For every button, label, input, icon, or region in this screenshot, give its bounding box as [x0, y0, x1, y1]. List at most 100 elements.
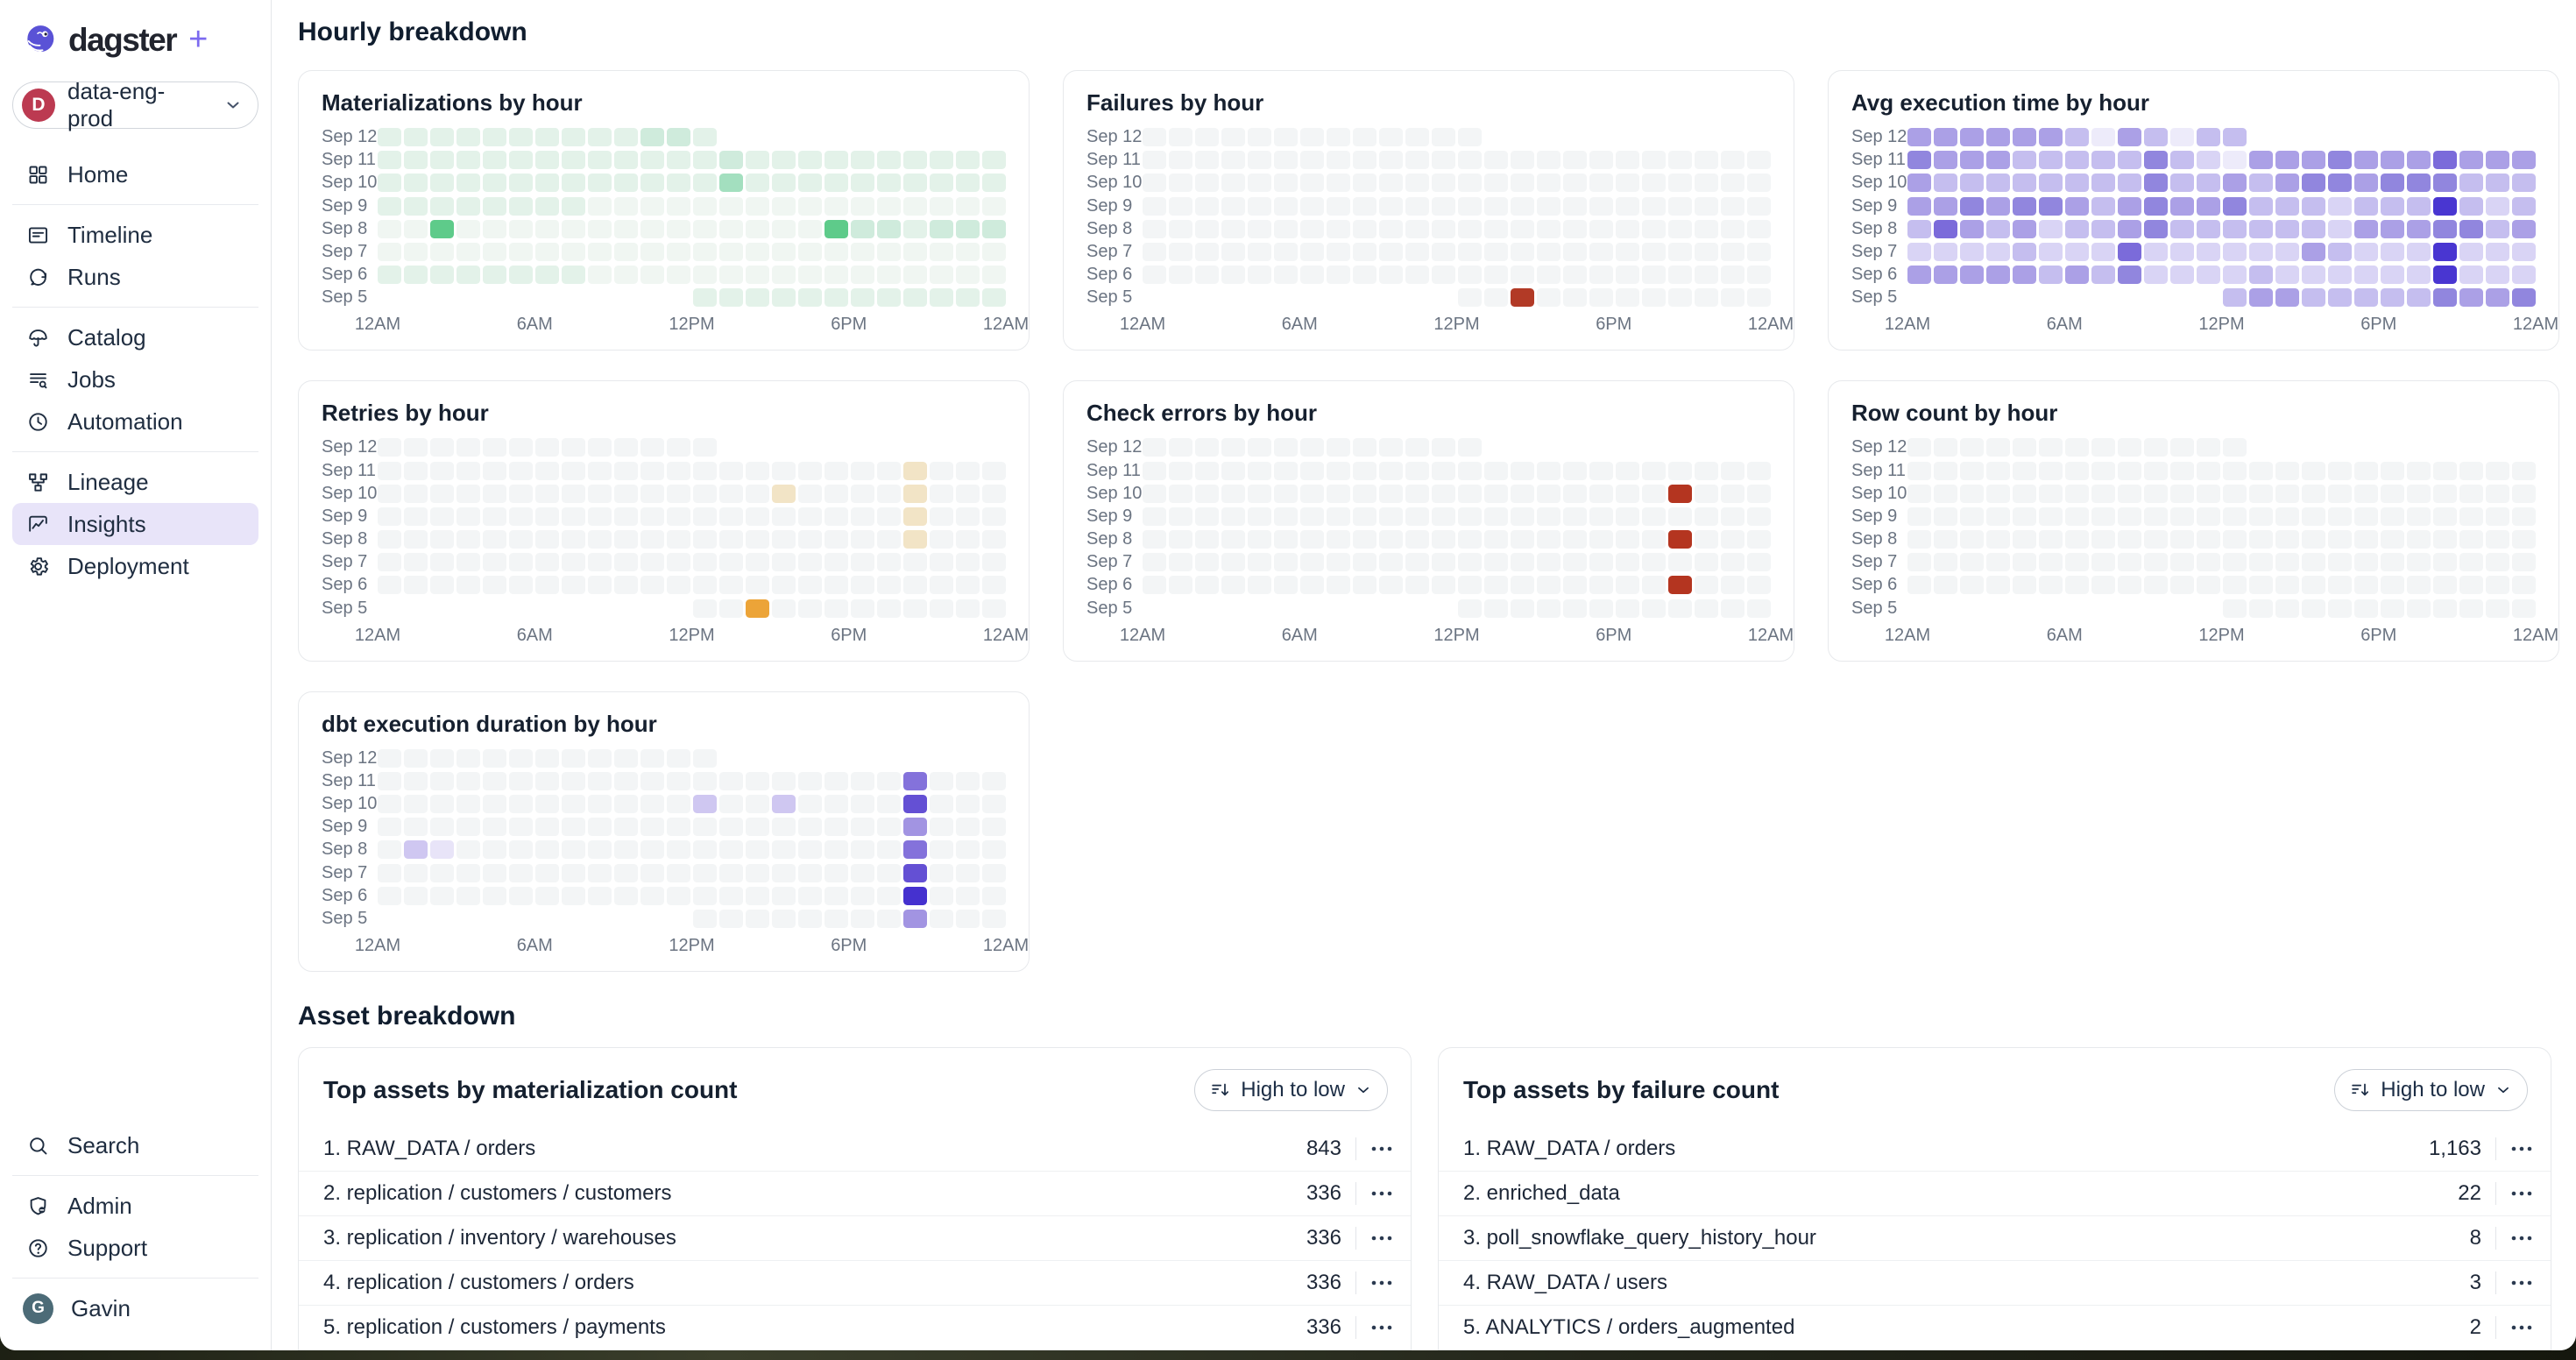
heatmap-cell[interactable] — [930, 266, 953, 285]
heatmap-cell[interactable] — [798, 818, 822, 837]
heatmap-cell[interactable] — [1589, 599, 1613, 618]
heatmap-cell[interactable] — [2197, 151, 2220, 170]
heatmap-cell[interactable] — [1960, 196, 1984, 216]
heatmap-cell[interactable] — [2065, 242, 2089, 261]
heatmap-cell[interactable] — [378, 484, 401, 503]
heatmap-cell[interactable] — [772, 863, 796, 882]
heatmap-cell[interactable] — [2302, 576, 2325, 595]
heatmap-cell[interactable] — [1274, 196, 1298, 216]
heatmap-cell[interactable] — [1379, 174, 1403, 193]
heatmap-cell[interactable] — [1484, 266, 1508, 285]
heatmap-cell[interactable] — [1511, 174, 1534, 193]
heatmap-cell[interactable] — [614, 818, 638, 837]
heatmap-cell[interactable] — [2354, 576, 2378, 595]
heatmap-cell[interactable] — [719, 288, 743, 308]
heatmap-cell[interactable] — [1721, 219, 1744, 238]
heatmap-cell[interactable] — [1616, 266, 1639, 285]
heatmap-cell[interactable] — [772, 818, 796, 837]
heatmap-cell[interactable] — [456, 748, 480, 768]
heatmap-cell[interactable] — [1695, 506, 1718, 526]
heatmap-cell[interactable] — [1169, 174, 1192, 193]
heatmap-cell[interactable] — [719, 506, 743, 526]
heatmap-cell[interactable] — [1695, 266, 1718, 285]
heatmap-cell[interactable] — [1934, 461, 1957, 480]
heatmap-cell[interactable] — [719, 553, 743, 572]
heatmap-cell[interactable] — [1432, 576, 1455, 595]
heatmap-cell[interactable] — [2407, 266, 2431, 285]
heatmap-cell[interactable] — [2459, 484, 2483, 503]
heatmap-cell[interactable] — [851, 886, 874, 905]
heatmap-cell[interactable] — [1379, 506, 1403, 526]
asset-row[interactable]: 2. replication / customers / customers 33… — [299, 1170, 1411, 1215]
heatmap-cell[interactable] — [456, 219, 480, 238]
heatmap-cell[interactable] — [2354, 219, 2378, 238]
heatmap-cell[interactable] — [930, 461, 953, 480]
heatmap-cell[interactable] — [2407, 288, 2431, 308]
heatmap-cell[interactable] — [2249, 461, 2273, 480]
heatmap-cell[interactable] — [483, 840, 506, 860]
heatmap-cell[interactable] — [430, 174, 454, 193]
heatmap-cell[interactable] — [509, 553, 533, 572]
heatmap-cell[interactable] — [1642, 242, 1666, 261]
heatmap-cell[interactable] — [509, 484, 533, 503]
heatmap-cell[interactable] — [1300, 266, 1324, 285]
heatmap-cell[interactable] — [956, 530, 980, 549]
heatmap-cell[interactable] — [1379, 128, 1403, 146]
heatmap-cell[interactable] — [1537, 530, 1560, 549]
heatmap-cell[interactable] — [1721, 196, 1744, 216]
heatmap-cell[interactable] — [1458, 530, 1482, 549]
heatmap-cell[interactable] — [903, 771, 927, 790]
heatmap-cell[interactable] — [2249, 151, 2273, 170]
heatmap-cell[interactable] — [456, 818, 480, 837]
heatmap-cell[interactable] — [1960, 553, 1984, 572]
heatmap-cell[interactable] — [614, 795, 638, 813]
heatmap-cell[interactable] — [588, 461, 612, 480]
heatmap-cell[interactable] — [1616, 506, 1639, 526]
heatmap-cell[interactable] — [1907, 128, 1931, 146]
heatmap-cell[interactable] — [1327, 128, 1350, 146]
heatmap-cell[interactable] — [1195, 196, 1219, 216]
heatmap-cell[interactable] — [2118, 128, 2141, 146]
heatmap-cell[interactable] — [2328, 288, 2352, 308]
heatmap-cell[interactable] — [2144, 266, 2168, 285]
heatmap-cell[interactable] — [851, 461, 874, 480]
heatmap-cell[interactable] — [693, 840, 717, 860]
heatmap-cell[interactable] — [1721, 242, 1744, 261]
heatmap-cell[interactable] — [719, 266, 743, 285]
heatmap-cell[interactable] — [1642, 530, 1666, 549]
heatmap-cell[interactable] — [2223, 576, 2247, 595]
heatmap-cell[interactable] — [2486, 599, 2509, 618]
heatmap-cell[interactable] — [430, 506, 454, 526]
heatmap-cell[interactable] — [456, 461, 480, 480]
heatmap-cell[interactable] — [1327, 438, 1350, 457]
heatmap-cell[interactable] — [1353, 576, 1376, 595]
heatmap-cell[interactable] — [456, 576, 480, 595]
heatmap-cell[interactable] — [903, 196, 927, 216]
heatmap-cell[interactable] — [2433, 174, 2457, 193]
heatmap-cell[interactable] — [614, 151, 638, 170]
heatmap-cell[interactable] — [851, 266, 874, 285]
heatmap-cell[interactable] — [535, 128, 559, 146]
heatmap-cell[interactable] — [1195, 506, 1219, 526]
heatmap-cell[interactable] — [588, 863, 612, 882]
heatmap-cell[interactable] — [956, 886, 980, 905]
heatmap-cell[interactable] — [1353, 219, 1376, 238]
heatmap-cell[interactable] — [1327, 461, 1350, 480]
heatmap-cell[interactable] — [693, 174, 717, 193]
asset-row[interactable]: 6. mwaa_hooli_airflow_01 / dag / replica… — [299, 1349, 1411, 1350]
heatmap-cell[interactable] — [1563, 461, 1587, 480]
heatmap-cell[interactable] — [1143, 219, 1166, 238]
heatmap-cell[interactable] — [772, 530, 796, 549]
heatmap-cell[interactable] — [404, 886, 428, 905]
heatmap-cell[interactable] — [404, 840, 428, 860]
heatmap-cell[interactable] — [378, 438, 401, 457]
heatmap-cell[interactable] — [851, 771, 874, 790]
sidebar-item-admin[interactable]: Admin — [12, 1185, 258, 1227]
heatmap-cell[interactable] — [1195, 266, 1219, 285]
heatmap-cell[interactable] — [2459, 461, 2483, 480]
heatmap-cell[interactable] — [877, 461, 901, 480]
heatmap-cell[interactable] — [930, 174, 953, 193]
heatmap-cell[interactable] — [667, 242, 690, 261]
heatmap-cell[interactable] — [2091, 530, 2115, 549]
heatmap-cell[interactable] — [2118, 266, 2141, 285]
